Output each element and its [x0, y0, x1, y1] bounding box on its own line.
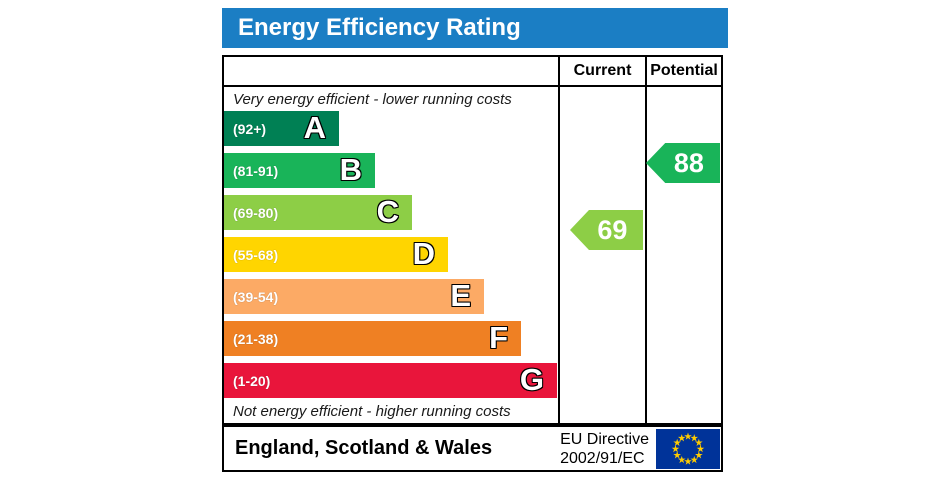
eu-flag-star	[684, 457, 692, 465]
bottom-note: Not energy efficient - higher running co…	[233, 403, 511, 420]
potential-column-header: Potential	[645, 57, 721, 85]
eu-directive-line2: 2002/91/EC	[560, 449, 645, 467]
current-rating-arrow: 69	[570, 210, 643, 250]
band-a: (92+) A	[224, 111, 558, 146]
potential-rating-arrow: 88	[646, 143, 720, 183]
eu-flag-star	[684, 432, 692, 440]
eu-flag-stars	[671, 432, 705, 465]
band-letter: C	[376, 194, 399, 229]
band-range-label: (1-20)	[233, 372, 271, 389]
title-bar: Energy Efficiency Rating	[222, 8, 728, 48]
band-bar-e: (39-54) E	[224, 279, 484, 314]
band-g: (1-20) G	[224, 363, 558, 398]
current-column: 69	[558, 87, 645, 423]
band-letter: B	[339, 152, 362, 187]
band-range-label: (69-80)	[233, 204, 279, 221]
band-b: (81-91) B	[224, 153, 558, 188]
potential-header-label: Potential	[650, 62, 718, 79]
eu-flag-star	[677, 455, 686, 463]
band-bar-f: (21-38) F	[224, 321, 521, 356]
band-range-label: (81-91)	[233, 162, 279, 179]
band-d: (55-68) D	[224, 237, 558, 272]
eu-flag-star	[695, 450, 703, 458]
band-range-label: (39-54)	[233, 288, 279, 305]
table-body-row: Very energy efficient - lower running co…	[224, 87, 721, 423]
current-column-header: Current	[558, 57, 645, 85]
current-header-label: Current	[573, 62, 632, 79]
band-letter: D	[412, 236, 435, 271]
band-c: (69-80) C	[224, 195, 558, 230]
band-bar-d: (55-68) D	[224, 237, 448, 272]
band-bar-g: (1-20) G	[224, 363, 557, 398]
page-title: Energy Efficiency Rating	[238, 14, 521, 41]
eu-flag-star	[690, 433, 699, 441]
band-bar-c: (69-80) C	[224, 195, 412, 230]
eu-flag-icon	[656, 428, 720, 469]
band-f: (21-38) F	[224, 321, 558, 356]
potential-column: 88	[645, 87, 721, 423]
region-label: England, Scotland & Wales	[235, 437, 493, 459]
eu-flag-star	[696, 444, 705, 452]
rating-table: Current Potential Very energy efficient …	[222, 55, 723, 425]
eu-flag-star	[673, 450, 681, 458]
band-e: (39-54) E	[224, 279, 558, 314]
bands-list: (92+) A (81-91) B (69-80) C (55-68) D (39-54) E (2…	[224, 111, 558, 398]
table-header-row: Current Potential	[224, 57, 721, 87]
footer-box: England, Scotland & Wales EU Directive 2…	[222, 425, 723, 472]
band-bar-b: (81-91) B	[224, 153, 375, 188]
potential-rating-value: 88	[673, 147, 704, 178]
top-note: Very energy efficient - lower running co…	[233, 91, 512, 108]
eu-directive-label: EU Directive 2002/91/EC	[560, 430, 649, 468]
band-range-label: (21-38)	[233, 330, 279, 347]
band-range-label: (55-68)	[233, 246, 279, 263]
bands-header-cell	[224, 57, 558, 85]
eu-directive-line1: EU Directive	[560, 430, 649, 448]
eu-flag-star	[695, 438, 703, 446]
eu-flag-star	[690, 455, 699, 463]
eu-flag-star	[671, 444, 680, 452]
band-range-label: (92+)	[233, 120, 267, 137]
band-bar-a: (92+) A	[224, 111, 339, 146]
eu-flag-star	[677, 433, 686, 441]
eu-flag-star	[673, 438, 681, 446]
band-letter: F	[489, 320, 508, 355]
band-letter: G	[519, 362, 544, 397]
bands-column: Very energy efficient - lower running co…	[224, 87, 558, 423]
current-rating-value: 69	[597, 214, 628, 245]
band-letter: E	[450, 278, 471, 313]
band-letter: A	[303, 110, 326, 145]
